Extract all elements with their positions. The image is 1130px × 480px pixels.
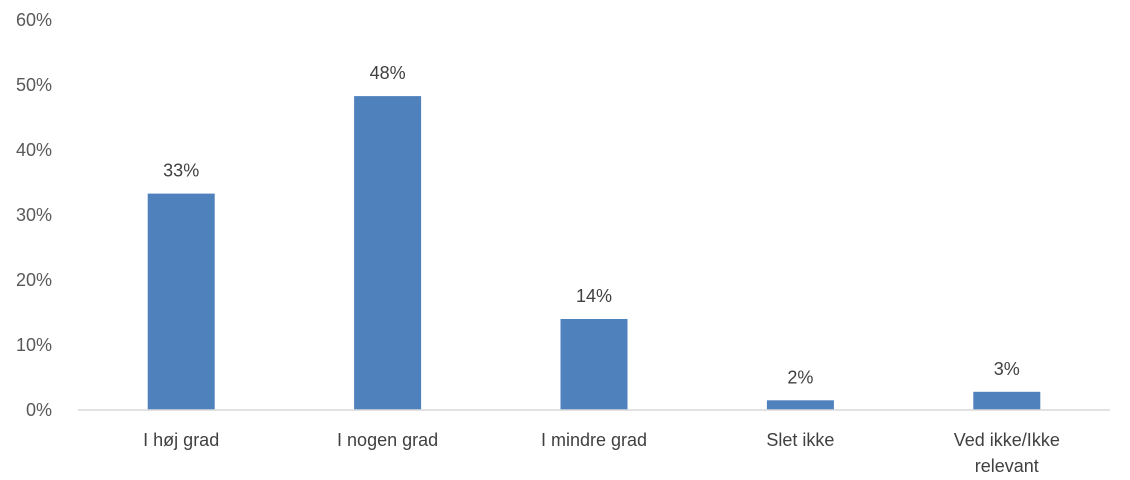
data-labels: 33% 48% 14% 2% 3%	[163, 63, 1020, 387]
category-labels: I høj grad I nogen grad I mindre grad Slet …	[143, 430, 1060, 476]
data-label: 2%	[787, 367, 813, 387]
y-axis-ticks: 0% 10% 20% 30% 40% 50% 60%	[16, 10, 52, 420]
category-label: Ved ikke/Ikke relevant	[954, 430, 1060, 476]
y-tick-label: 0%	[26, 400, 52, 420]
bar	[354, 96, 422, 410]
y-tick-label: 10%	[16, 335, 52, 355]
bar	[766, 400, 834, 411]
bar	[147, 193, 215, 410]
y-tick-label: 30%	[16, 205, 52, 225]
bars	[147, 96, 1041, 411]
bar	[560, 319, 628, 410]
category-label: I høj grad	[143, 430, 219, 450]
y-tick-label: 60%	[16, 10, 52, 30]
category-label: I nogen grad	[337, 430, 438, 450]
bar	[973, 391, 1041, 410]
y-tick-label: 50%	[16, 75, 52, 95]
y-tick-label: 40%	[16, 140, 52, 160]
category-label: Slet ikke	[766, 430, 834, 450]
category-label: I mindre grad	[541, 430, 647, 450]
data-label: 33%	[163, 161, 199, 181]
data-label: 14%	[576, 286, 612, 306]
y-tick-label: 20%	[16, 270, 52, 290]
data-label: 48%	[370, 63, 406, 83]
data-label: 3%	[994, 359, 1020, 379]
